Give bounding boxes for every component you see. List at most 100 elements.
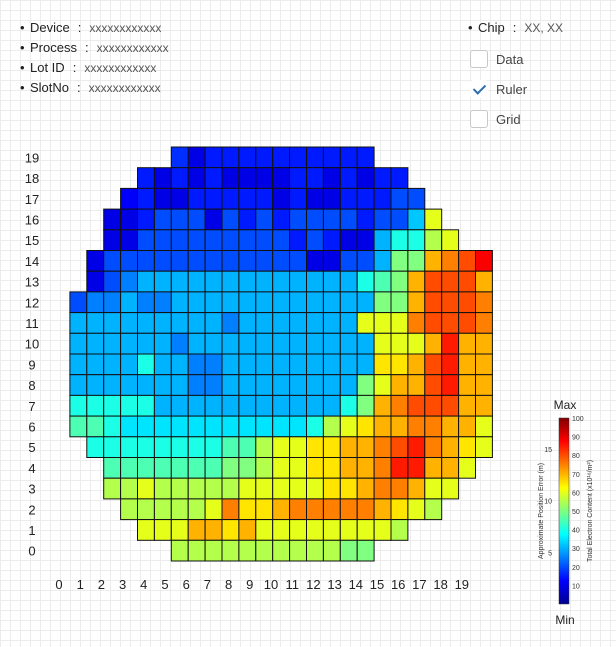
wafer-cell[interactable] — [424, 457, 443, 479]
wafer-cell[interactable] — [86, 291, 105, 314]
wafer-cell[interactable] — [204, 229, 223, 252]
wafer-cell[interactable] — [255, 477, 274, 500]
wafer-cell[interactable] — [441, 394, 460, 417]
wafer-cell[interactable] — [424, 208, 443, 231]
wafer-cell[interactable] — [103, 394, 122, 417]
wafer-cell[interactable] — [339, 167, 358, 189]
wafer-cell[interactable] — [424, 374, 443, 396]
wafer-cell[interactable] — [390, 436, 409, 458]
wafer-cell[interactable] — [272, 291, 291, 314]
wafer-cell[interactable] — [204, 477, 223, 500]
wafer-cell[interactable] — [86, 436, 105, 458]
wafer-cell[interactable] — [339, 436, 358, 458]
wafer-cell[interactable] — [137, 270, 155, 293]
wafer-cell[interactable] — [272, 332, 291, 355]
wafer-cell[interactable] — [356, 539, 375, 562]
wafer-cell[interactable] — [153, 415, 172, 438]
wafer-cell[interactable] — [120, 208, 138, 231]
wafer-cell[interactable] — [289, 250, 308, 272]
wafer-cell[interactable] — [255, 167, 274, 189]
wafer-cell[interactable] — [339, 332, 358, 355]
wafer-cell[interactable] — [170, 332, 189, 355]
wafer-cell[interactable] — [390, 187, 409, 210]
wafer-cell[interactable] — [458, 415, 477, 438]
wafer-cell[interactable] — [255, 436, 274, 458]
wafer-cell[interactable] — [272, 374, 291, 396]
wafer-cell[interactable] — [289, 457, 308, 479]
wafer-cell[interactable] — [187, 353, 206, 376]
wafer-cell[interactable] — [356, 374, 375, 396]
wafer-cell[interactable] — [322, 394, 341, 417]
wafer-cell[interactable] — [322, 457, 341, 479]
wafer-cell[interactable] — [255, 394, 274, 417]
wafer-cell[interactable] — [390, 498, 409, 521]
wafer-cell[interactable] — [255, 312, 274, 334]
wafer-cell[interactable] — [475, 270, 493, 293]
wafer-cell[interactable] — [272, 208, 291, 231]
wafer-cell[interactable] — [407, 457, 426, 479]
wafer-cell[interactable] — [289, 374, 308, 396]
wafer-cell[interactable] — [339, 477, 358, 500]
wafer-cell[interactable] — [306, 457, 324, 479]
wafer-cell[interactable] — [322, 270, 341, 293]
wafer-cell[interactable] — [458, 270, 477, 293]
wafer-cell[interactable] — [289, 208, 308, 231]
wafer-cell[interactable] — [187, 187, 206, 210]
wafer-cell[interactable] — [103, 250, 122, 272]
wafer-cell[interactable] — [373, 332, 392, 355]
wafer-cell[interactable] — [221, 394, 240, 417]
wafer-cell[interactable] — [170, 187, 189, 210]
wafer-cell[interactable] — [322, 187, 341, 210]
wafer-cell[interactable] — [424, 270, 443, 293]
wafer-cell[interactable] — [272, 146, 291, 169]
wafer-cell[interactable] — [170, 457, 189, 479]
wafer-cell[interactable] — [289, 498, 308, 521]
wafer-cell[interactable] — [373, 519, 392, 541]
wafer-cell[interactable] — [356, 332, 375, 355]
wafer-cell[interactable] — [69, 312, 88, 334]
wafer-cell[interactable] — [255, 250, 274, 272]
wafer-cell[interactable] — [137, 477, 155, 500]
wafer-cell[interactable] — [153, 353, 172, 376]
wafer-cell[interactable] — [86, 250, 105, 272]
wafer-cell[interactable] — [120, 291, 138, 314]
wafer-cell[interactable] — [272, 353, 291, 376]
wafer-cell[interactable] — [153, 519, 172, 541]
wafer-cell[interactable] — [221, 146, 240, 169]
wafer-cell[interactable] — [424, 332, 443, 355]
wafer-cell[interactable] — [407, 498, 426, 521]
wafer-cell[interactable] — [221, 250, 240, 272]
wafer-cell[interactable] — [238, 250, 257, 272]
wafer-cell[interactable] — [86, 415, 105, 438]
wafer-cell[interactable] — [120, 250, 138, 272]
wafer-cell[interactable] — [69, 394, 88, 417]
wafer-cell[interactable] — [204, 498, 223, 521]
wafer-cell[interactable] — [204, 353, 223, 376]
wafer-cell[interactable] — [255, 353, 274, 376]
wafer-cell[interactable] — [475, 250, 493, 272]
wafer-cell[interactable] — [322, 229, 341, 252]
wafer-cell[interactable] — [238, 519, 257, 541]
wafer-cell[interactable] — [322, 498, 341, 521]
wafer-cell[interactable] — [120, 332, 138, 355]
wafer-cell[interactable] — [238, 208, 257, 231]
wafer-cell[interactable] — [390, 374, 409, 396]
wafer-cell[interactable] — [120, 498, 138, 521]
wafer-cell[interactable] — [204, 187, 223, 210]
wafer-cell[interactable] — [356, 250, 375, 272]
wafer-cell[interactable] — [137, 167, 155, 189]
wafer-cell[interactable] — [120, 436, 138, 458]
wafer-cell[interactable] — [187, 539, 206, 562]
wafer-cell[interactable] — [373, 187, 392, 210]
wafer-cell[interactable] — [86, 353, 105, 376]
wafer-cell[interactable] — [238, 291, 257, 314]
wafer-cell[interactable] — [204, 167, 223, 189]
wafer-cell[interactable] — [339, 270, 358, 293]
wafer-cell[interactable] — [458, 457, 477, 479]
wafer-cell[interactable] — [187, 374, 206, 396]
wafer-cell[interactable] — [356, 187, 375, 210]
wafer-cell[interactable] — [306, 519, 324, 541]
wafer-cell[interactable] — [153, 187, 172, 210]
wafer-cell[interactable] — [86, 332, 105, 355]
wafer-cell[interactable] — [153, 291, 172, 314]
